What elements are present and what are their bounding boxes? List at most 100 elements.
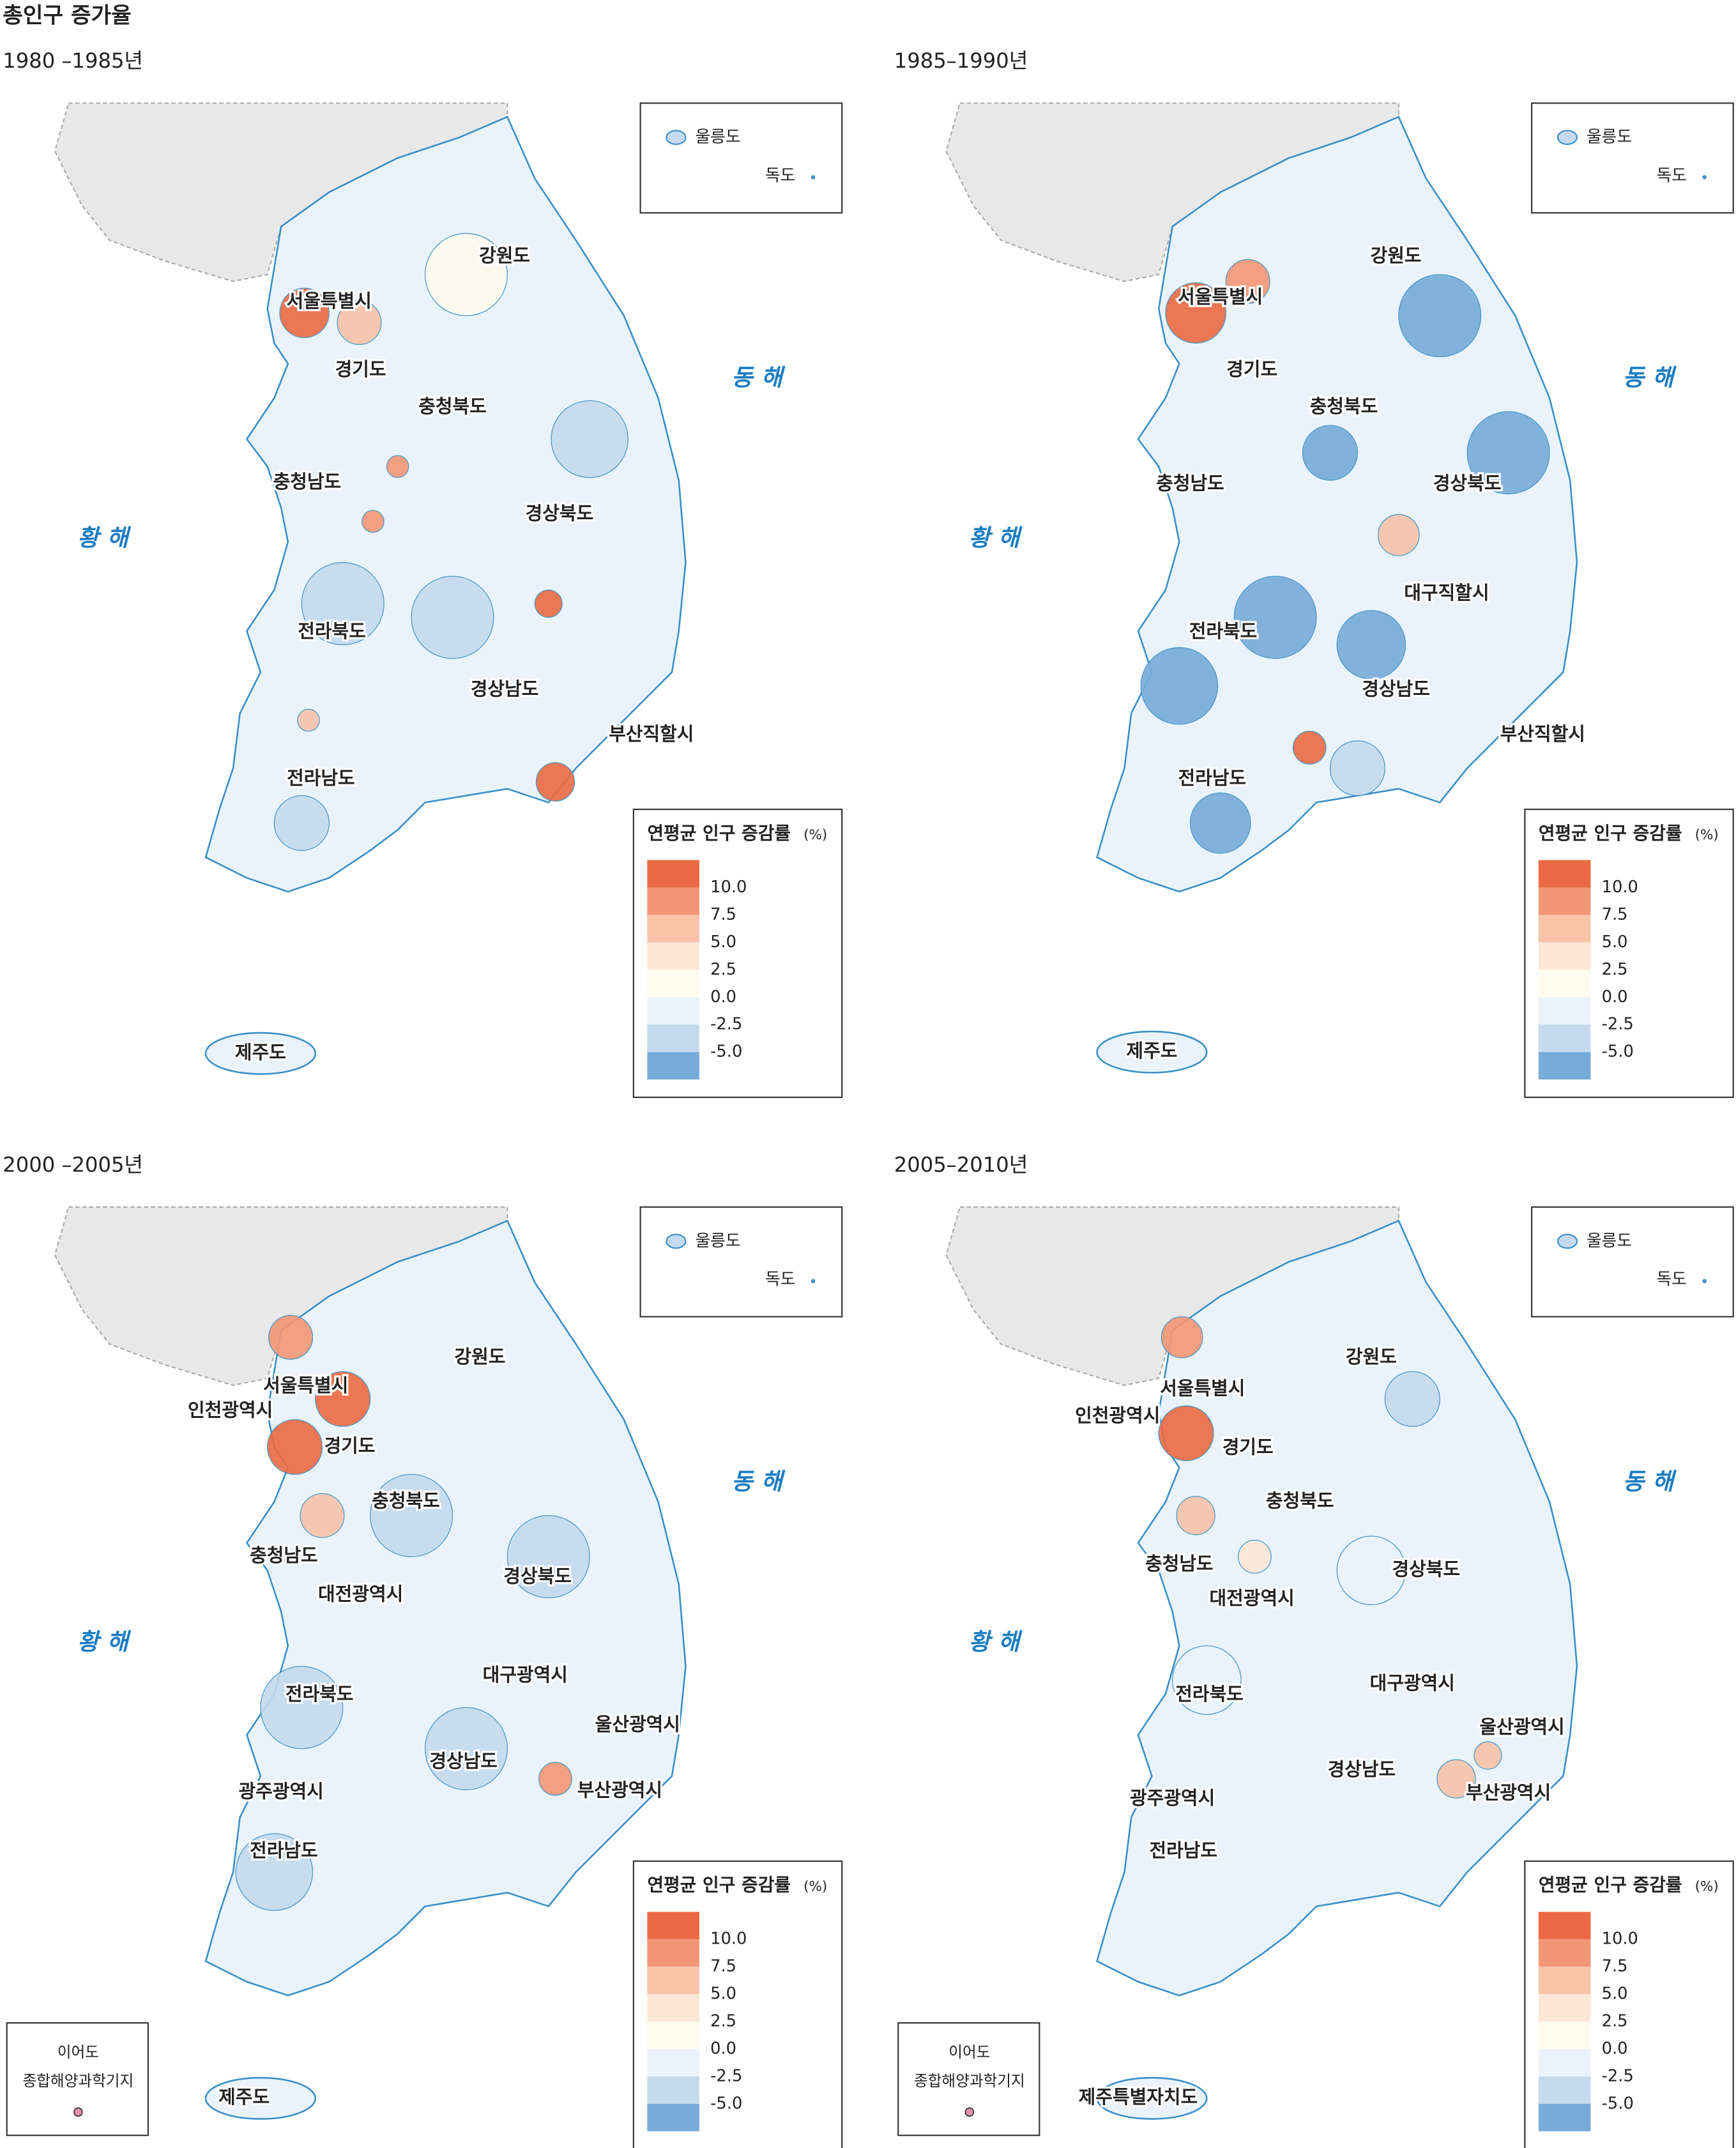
period-label: 1980 –1985년	[3, 49, 143, 73]
sea-label: 동 해	[731, 364, 786, 392]
region-label: 전라북도	[286, 1683, 354, 1705]
legend-swatch	[1538, 2103, 1591, 2131]
dokdo-shape	[1702, 1279, 1707, 1283]
district-area	[386, 455, 409, 478]
legend-tick-label: 10.0	[1602, 1930, 1638, 1949]
region-label: 인천광역시	[188, 1399, 273, 1421]
district-area	[1158, 1405, 1214, 1461]
inset-box	[639, 102, 843, 214]
district-area	[424, 232, 508, 316]
district-area	[538, 1762, 572, 1796]
legend-tick-label: -2.5	[1602, 2066, 1634, 2085]
legend-swatch	[1538, 1052, 1591, 1080]
sea-label: 황 해	[969, 1628, 1023, 1656]
legend-swatch	[647, 970, 699, 998]
region-label: 경상북도	[1433, 472, 1502, 494]
region-label: 대구직할시	[1404, 582, 1489, 604]
district-area	[297, 708, 320, 732]
region-label: 경상남도	[1362, 678, 1430, 699]
legend-tick-label: 10.0	[710, 878, 747, 897]
legend-title: 연평균 인구 증감률	[647, 823, 791, 844]
legend-swatch	[1538, 1967, 1591, 1995]
jeju-island	[1096, 2076, 1208, 2120]
ulleungdo-shape	[666, 130, 687, 145]
district-area	[1329, 740, 1386, 796]
legend-swatch	[1538, 942, 1591, 970]
ulleungdo-shape	[1557, 130, 1578, 145]
region-label: 제주특별자치도	[1079, 2086, 1198, 2108]
legend-swatch	[647, 1052, 699, 1080]
district-area	[506, 1515, 590, 1599]
district-area	[1238, 1539, 1272, 1574]
district-area	[1233, 575, 1317, 659]
station-desc: 종합해양과학기지	[914, 2072, 1025, 2090]
region-label: 서울특별시	[1160, 1377, 1245, 1399]
region-label: 충청남도	[1145, 1553, 1214, 1574]
region-label: 경기도	[1222, 1436, 1274, 1458]
legend-tick-label: 5.0	[1602, 1984, 1628, 2004]
district-area	[1466, 411, 1550, 494]
legend-unit: (%)	[803, 827, 827, 843]
legend-tick-label: 7.5	[1602, 905, 1628, 924]
legend-title: 연평균 인구 증감률	[1539, 1874, 1682, 1895]
region-label: 경상북도	[526, 503, 594, 524]
legend-unit: (%)	[803, 1879, 827, 1895]
district-area	[1176, 1496, 1215, 1535]
station-name: 이어도	[948, 2043, 990, 2061]
legend-swatch	[647, 1024, 699, 1053]
legend-unit: (%)	[1695, 827, 1719, 843]
region-label: 광주광역시	[1130, 1787, 1215, 1809]
district-area	[1384, 1371, 1440, 1427]
region-label: 제주도	[218, 2086, 270, 2108]
district-area	[1140, 647, 1219, 725]
region-label: 경상북도	[1392, 1558, 1460, 1580]
legend-swatch	[647, 997, 699, 1025]
legend-swatch	[647, 942, 699, 970]
district-area	[1189, 792, 1251, 854]
legend-swatch	[647, 887, 699, 915]
district-area	[300, 1493, 345, 1538]
district-area	[362, 510, 385, 533]
region-label: 경기도	[335, 358, 386, 380]
district-area	[370, 1474, 453, 1557]
district-area	[1165, 282, 1226, 344]
legend-tick-label: 7.5	[710, 905, 736, 924]
inset-label: 울릉도	[1587, 1231, 1632, 1251]
district-area	[315, 1371, 371, 1427]
jeju-island	[1096, 1030, 1208, 1074]
legend-tick-label: 2.5	[710, 2012, 736, 2031]
legend-title: 연평균 인구 증감률	[1539, 823, 1682, 844]
legend-tick-label: 0.0	[1602, 2039, 1628, 2058]
legend-tick-label: 2.5	[1602, 2012, 1628, 2031]
region-label: 울산광역시	[595, 1713, 680, 1735]
region-label: 전라남도	[287, 767, 355, 789]
legend-tick-label: -5.0	[1602, 1042, 1634, 1062]
station-dot	[73, 2107, 83, 2117]
region-label: 충청남도	[250, 1544, 318, 1566]
legend-swatch	[647, 2048, 699, 2076]
sea-label: 황 해	[77, 1628, 132, 1656]
district-area	[273, 795, 330, 851]
legend-swatch	[1538, 860, 1591, 888]
legend-tick-label: -5.0	[710, 1042, 742, 1062]
district-area	[535, 762, 575, 802]
legend-swatch	[1538, 1939, 1591, 1967]
legend-tick-label: 2.5	[710, 960, 736, 979]
dokdo-shape	[811, 175, 816, 179]
district-area	[551, 400, 628, 478]
district-area	[1378, 514, 1420, 556]
district-area	[279, 287, 330, 339]
region-label: 충청북도	[1310, 395, 1378, 417]
legend-tick-label: 10.0	[710, 1930, 747, 1949]
ulleungdo-shape	[1557, 1233, 1578, 1249]
legend-swatch	[647, 2076, 699, 2104]
district-area	[1436, 1759, 1476, 1799]
legend-swatch	[647, 1939, 699, 1967]
legend-swatch	[647, 2103, 699, 2131]
inset-label: 독도	[1656, 1270, 1686, 1289]
legend-tick-label: 5.0	[710, 1984, 736, 2004]
region-label: 대구광역시	[483, 1664, 568, 1686]
